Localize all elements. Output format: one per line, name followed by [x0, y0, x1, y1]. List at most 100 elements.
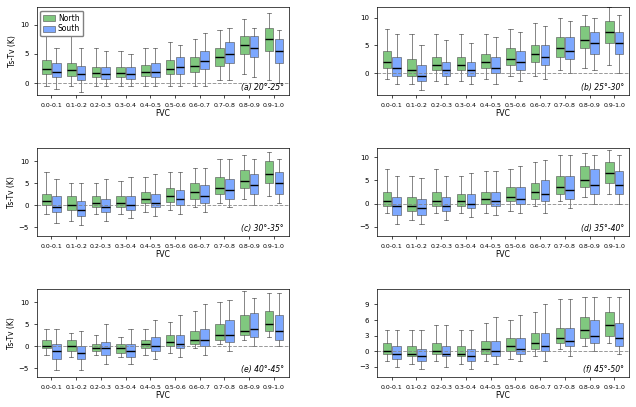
PathPatch shape [151, 63, 160, 77]
PathPatch shape [102, 199, 110, 212]
PathPatch shape [42, 339, 51, 348]
PathPatch shape [467, 62, 475, 76]
PathPatch shape [442, 346, 450, 356]
PathPatch shape [555, 176, 564, 194]
PathPatch shape [555, 328, 564, 344]
PathPatch shape [442, 197, 450, 210]
PathPatch shape [92, 344, 100, 350]
PathPatch shape [141, 339, 149, 348]
X-axis label: FVC: FVC [155, 391, 170, 400]
PathPatch shape [166, 188, 174, 202]
PathPatch shape [615, 323, 623, 346]
Text: (d) 35°-40°: (d) 35°-40° [581, 223, 624, 232]
PathPatch shape [531, 183, 539, 199]
Y-axis label: Ts-Tv (K): Ts-Tv (K) [7, 176, 16, 208]
PathPatch shape [442, 62, 450, 76]
PathPatch shape [200, 185, 209, 203]
PathPatch shape [531, 46, 539, 62]
PathPatch shape [541, 180, 550, 201]
Text: (e) 40°-45°: (e) 40°-45° [240, 365, 284, 374]
PathPatch shape [240, 170, 249, 188]
PathPatch shape [52, 197, 60, 212]
PathPatch shape [457, 194, 466, 206]
PathPatch shape [52, 63, 60, 77]
PathPatch shape [141, 65, 149, 76]
PathPatch shape [605, 312, 614, 335]
PathPatch shape [250, 174, 258, 194]
X-axis label: FVC: FVC [155, 109, 170, 118]
PathPatch shape [481, 341, 490, 354]
PathPatch shape [417, 65, 425, 81]
PathPatch shape [67, 197, 76, 210]
PathPatch shape [590, 32, 598, 54]
PathPatch shape [126, 344, 135, 357]
PathPatch shape [432, 57, 441, 70]
Text: (f) 45°-50°: (f) 45°-50° [583, 365, 624, 374]
PathPatch shape [531, 333, 539, 348]
PathPatch shape [176, 190, 184, 205]
PathPatch shape [116, 197, 125, 208]
PathPatch shape [166, 60, 174, 74]
Text: (b) 25°-30°: (b) 25°-30° [581, 83, 624, 92]
PathPatch shape [407, 59, 416, 76]
PathPatch shape [42, 194, 51, 205]
PathPatch shape [176, 57, 184, 74]
PathPatch shape [382, 192, 391, 206]
PathPatch shape [190, 57, 199, 72]
PathPatch shape [215, 177, 224, 194]
PathPatch shape [126, 197, 135, 210]
PathPatch shape [52, 344, 60, 359]
PathPatch shape [481, 192, 490, 204]
PathPatch shape [275, 172, 283, 194]
PathPatch shape [615, 32, 623, 54]
PathPatch shape [516, 51, 525, 70]
PathPatch shape [407, 346, 416, 356]
Text: (a) 20°-25°: (a) 20°-25° [240, 83, 284, 92]
PathPatch shape [392, 57, 401, 76]
X-axis label: FVC: FVC [495, 250, 511, 259]
PathPatch shape [265, 311, 273, 331]
Text: (c) 30°-35°: (c) 30°-35° [241, 223, 284, 232]
PathPatch shape [265, 161, 273, 183]
PathPatch shape [275, 315, 283, 339]
PathPatch shape [200, 328, 209, 346]
PathPatch shape [190, 331, 199, 344]
PathPatch shape [382, 51, 391, 68]
PathPatch shape [605, 21, 614, 43]
PathPatch shape [605, 162, 614, 183]
PathPatch shape [240, 315, 249, 335]
PathPatch shape [102, 342, 110, 355]
PathPatch shape [151, 337, 160, 350]
PathPatch shape [590, 169, 598, 194]
PathPatch shape [92, 197, 100, 208]
PathPatch shape [541, 333, 550, 351]
X-axis label: FVC: FVC [155, 250, 170, 259]
PathPatch shape [457, 346, 466, 356]
PathPatch shape [516, 187, 525, 204]
PathPatch shape [225, 179, 233, 199]
PathPatch shape [432, 192, 441, 206]
PathPatch shape [392, 197, 401, 215]
PathPatch shape [250, 36, 258, 57]
PathPatch shape [491, 192, 500, 206]
PathPatch shape [555, 37, 564, 57]
PathPatch shape [457, 57, 466, 70]
PathPatch shape [102, 67, 110, 79]
PathPatch shape [166, 335, 174, 346]
X-axis label: FVC: FVC [495, 109, 511, 118]
PathPatch shape [77, 346, 85, 359]
PathPatch shape [417, 348, 425, 361]
PathPatch shape [42, 60, 51, 74]
PathPatch shape [467, 348, 475, 361]
PathPatch shape [580, 317, 589, 338]
PathPatch shape [565, 176, 574, 199]
PathPatch shape [225, 42, 233, 63]
PathPatch shape [417, 199, 425, 215]
PathPatch shape [506, 338, 515, 351]
PathPatch shape [92, 67, 100, 77]
PathPatch shape [590, 320, 598, 344]
PathPatch shape [67, 63, 76, 76]
PathPatch shape [215, 324, 224, 339]
PathPatch shape [615, 171, 623, 194]
PathPatch shape [250, 313, 258, 337]
